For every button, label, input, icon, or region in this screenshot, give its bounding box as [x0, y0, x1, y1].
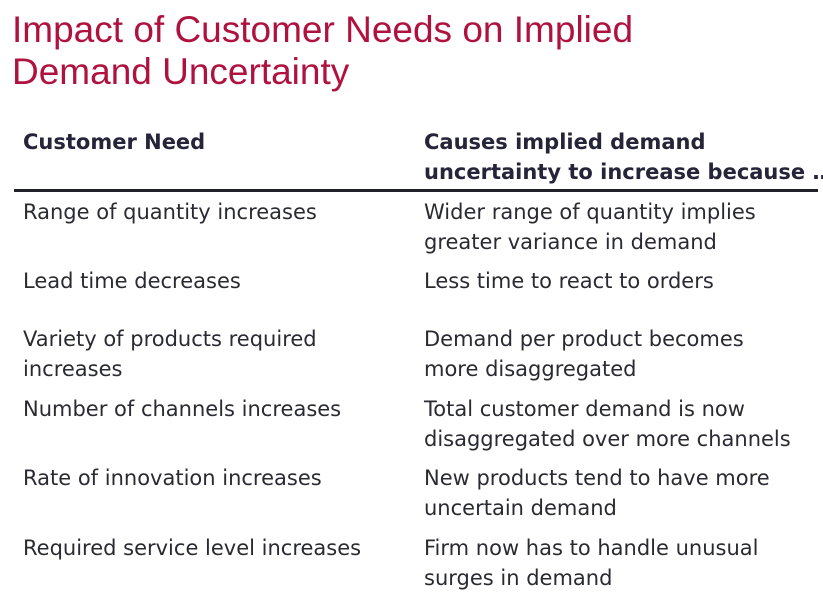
table-cell-line: surges in demand: [424, 566, 613, 590]
column-header-causes-line-2: uncertainty to increase because …: [424, 160, 823, 184]
column-header-customer-need-text: Customer Need: [23, 130, 206, 154]
table-cell-line: Lead time decreases: [23, 269, 241, 293]
table-cell-line: New products tend to have more: [424, 466, 770, 490]
slide-title: Impact of Customer Needs on Implied Dema…: [12, 9, 812, 93]
table-cell-line: Less time to react to orders: [424, 269, 714, 293]
table-row-5-need: Rate of innovation increases: [23, 463, 322, 493]
table-row-6-cause: Firm now has to handle unusual surges in…: [424, 533, 758, 593]
table-cell-line: Rate of innovation increases: [23, 466, 322, 490]
table-cell-line: Required service level increases: [23, 536, 362, 560]
table-cell-line: disaggregated over more channels: [424, 427, 791, 451]
table-cell-line: Firm now has to handle unusual: [424, 536, 759, 560]
table-cell-line: increases: [23, 357, 123, 381]
table-cell-line: Total customer demand is now: [424, 397, 745, 421]
table-cell-line: Number of channels increases: [23, 397, 342, 421]
table-row-6-need: Required service level increases: [23, 533, 361, 563]
table-row-4-cause: Total customer demand is now disaggregat…: [424, 394, 791, 454]
table-row-1-need: Range of quantity increases: [23, 197, 317, 227]
table-cell-line: Demand per product becomes: [424, 327, 744, 351]
table-cell-line: Wider range of quantity implies: [424, 200, 756, 224]
table-cell-line: Range of quantity increases: [23, 200, 317, 224]
table-cell-line: Variety of products required: [23, 327, 317, 351]
table-row-2-cause: Less time to react to orders: [424, 266, 714, 296]
slide-title-line-2: Demand Uncertainty: [12, 51, 350, 92]
table-cell-line: greater variance in demand: [424, 230, 717, 254]
table-row-3-cause: Demand per product becomes more disaggre…: [424, 324, 744, 384]
table-row-1-cause: Wider range of quantity implies greater …: [424, 197, 756, 257]
table-row-2-need: Lead time decreases: [23, 266, 241, 296]
header-divider: [14, 189, 818, 192]
column-header-causes-line-1: Causes implied demand: [424, 130, 706, 154]
table-cell-line: more disaggregated: [424, 357, 637, 381]
table-cell-line: uncertain demand: [424, 496, 617, 520]
column-header-customer-need: Customer Need: [23, 127, 205, 157]
table-row-5-cause: New products tend to have more uncertain…: [424, 463, 770, 523]
table-row-3-need: Variety of products required increases: [23, 324, 317, 384]
slide-title-line-1: Impact of Customer Needs on Implied: [12, 9, 634, 50]
table-row-4-need: Number of channels increases: [23, 394, 341, 424]
column-header-causes: Causes implied demand uncertainty to inc…: [424, 127, 823, 187]
